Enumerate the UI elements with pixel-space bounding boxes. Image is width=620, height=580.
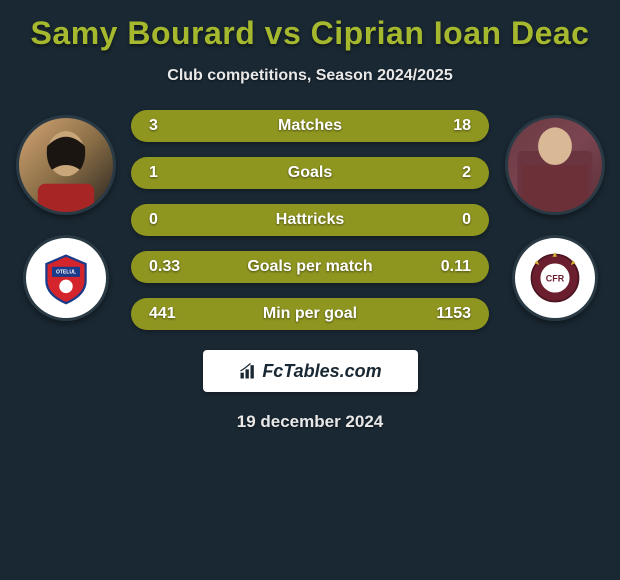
stat-label: Goals per match	[247, 258, 372, 276]
player-left-photo	[16, 115, 116, 215]
club-right-logo: CFR	[512, 235, 598, 321]
stat-left-value: 0.33	[149, 258, 189, 276]
player-right-photo	[505, 115, 605, 215]
club-left-logo: OTELUL	[23, 235, 109, 321]
stat-left-value: 3	[149, 117, 189, 135]
stat-label: Min per goal	[263, 305, 357, 323]
stat-label: Matches	[278, 117, 342, 135]
player-silhouette-icon	[19, 115, 113, 215]
stat-row-min-per-goal: 441 Min per goal 1153	[131, 298, 489, 330]
stat-right-value: 0	[431, 211, 471, 229]
chart-icon	[238, 361, 258, 381]
watermark-text: FcTables.com	[262, 361, 381, 382]
stat-left-value: 441	[149, 305, 189, 323]
page-subtitle: Club competitions, Season 2024/2025	[0, 67, 620, 85]
stat-row-hattricks: 0 Hattricks 0	[131, 204, 489, 236]
stat-left-value: 0	[149, 211, 189, 229]
date-label: 19 december 2024	[0, 412, 620, 432]
stat-row-matches: 3 Matches 18	[131, 110, 489, 142]
club-shield-icon: OTELUL	[38, 250, 94, 306]
stats-column: 3 Matches 18 1 Goals 2 0 Hattricks 0 0.3…	[123, 110, 497, 330]
player-silhouette-icon	[508, 115, 602, 215]
stat-row-goals-per-match: 0.33 Goals per match 0.11	[131, 251, 489, 283]
stat-right-value: 2	[431, 164, 471, 182]
left-column: OTELUL	[8, 110, 123, 321]
stat-row-goals: 1 Goals 2	[131, 157, 489, 189]
stat-label: Hattricks	[276, 211, 344, 229]
stat-right-value: 18	[431, 117, 471, 135]
stat-label: Goals	[288, 164, 332, 182]
comparison-card: Samy Bourard vs Ciprian Ioan Deac Club c…	[0, 0, 620, 442]
right-column: CFR	[497, 110, 612, 321]
club-shield-icon: CFR	[527, 250, 583, 306]
stat-right-value: 0.11	[431, 258, 471, 276]
svg-text:OTELUL: OTELUL	[55, 270, 75, 276]
stat-left-value: 1	[149, 164, 189, 182]
svg-text:CFR: CFR	[545, 273, 564, 283]
page-title: Samy Bourard vs Ciprian Ioan Deac	[0, 15, 620, 52]
stat-right-value: 1153	[431, 305, 471, 323]
watermark: FcTables.com	[203, 350, 418, 392]
main-area: OTELUL 3 Matches 18 1 Goals 2 0 Hattrick…	[0, 110, 620, 330]
